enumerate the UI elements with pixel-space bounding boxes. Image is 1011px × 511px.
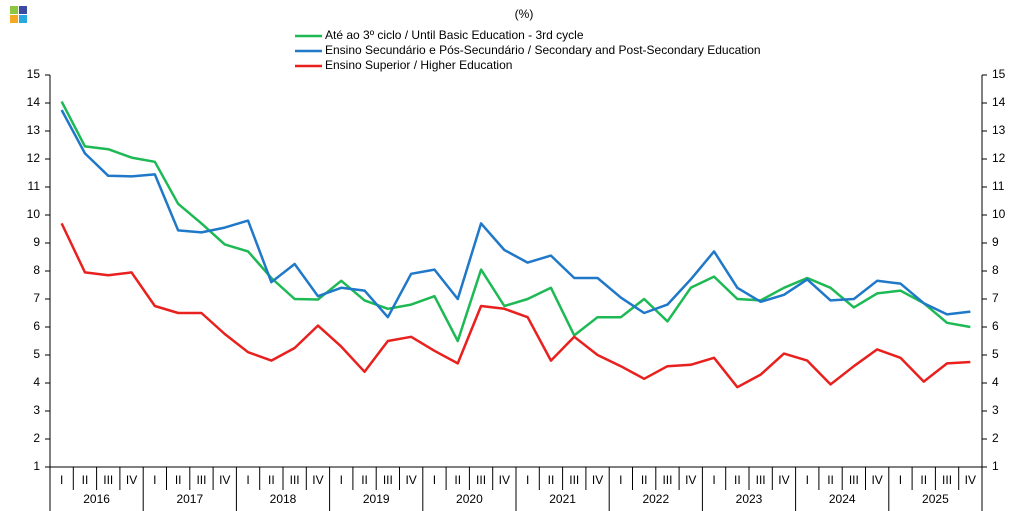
y2-tick-label: 1 [992,459,999,473]
y2-tick-label: 12 [992,151,1006,165]
x-tick-label: II [268,473,275,487]
y-tick-label: 1 [33,459,40,473]
y-tick-label: 15 [27,67,41,81]
x-group-label: 2018 [270,492,297,506]
x-tick-label: III [756,473,766,487]
y2-tick-label: 3 [992,403,999,417]
x-tick-label: III [476,473,486,487]
y-tick-label: 14 [27,95,41,109]
legend-label: Ensino Secundário e Pós-Secundário / Sec… [325,43,761,57]
logo [10,6,27,23]
x-group-label: 2021 [549,492,576,506]
y2-tick-label: 4 [992,375,999,389]
x-tick-label: IV [778,473,789,487]
y2-tick-label: 5 [992,347,999,361]
x-tick-label: III [196,473,206,487]
x-tick-label: III [290,473,300,487]
x-tick-label: IV [965,473,976,487]
x-tick-label: I [899,473,902,487]
y-tick-label: 12 [27,151,41,165]
x-tick-label: III [942,473,952,487]
y-tick-label: 8 [33,263,40,277]
x-tick-label: IV [499,473,510,487]
x-group-label: 2022 [642,492,669,506]
x-tick-label: II [734,473,741,487]
x-tick-label: I [60,473,63,487]
y-tick-label: 11 [28,179,41,193]
chart-title: (%) [515,7,534,21]
x-group-label: 2017 [176,492,203,506]
x-tick-label: I [340,473,343,487]
x-tick-label: IV [312,473,323,487]
series-line [60,109,971,319]
legend-label: Até ao 3º ciclo / Until Basic Education … [325,28,584,42]
x-group-label: 2025 [922,492,949,506]
x-group-label: 2024 [829,492,856,506]
y2-tick-label: 7 [992,291,999,305]
y2-tick-label: 11 [992,179,1005,193]
y-tick-label: 7 [33,291,40,305]
y-tick-label: 5 [33,347,40,361]
y2-tick-label: 15 [992,67,1006,81]
y-tick-label: 10 [27,207,41,221]
x-tick-label: III [383,473,393,487]
x-tick-label: I [246,473,249,487]
x-tick-label: III [569,473,579,487]
y2-tick-label: 14 [992,95,1006,109]
y-tick-label: 9 [33,235,40,249]
y-tick-label: 2 [33,431,40,445]
x-tick-label: II [641,473,648,487]
x-tick-label: II [454,473,461,487]
x-tick-label: II [361,473,368,487]
x-group-label: 2016 [83,492,110,506]
x-tick-label: I [433,473,436,487]
x-tick-label: III [103,473,113,487]
x-tick-label: IV [219,473,230,487]
x-group-label: 2020 [456,492,483,506]
y-tick-label: 6 [33,319,40,333]
x-group-label: 2019 [363,492,390,506]
x-tick-label: IV [126,473,137,487]
legend-label: Ensino Superior / Higher Education [325,58,512,72]
series-line [60,222,971,389]
y2-tick-label: 2 [992,431,999,445]
x-tick-label: I [153,473,156,487]
x-tick-label: I [712,473,715,487]
y2-tick-label: 13 [992,123,1006,137]
x-tick-label: II [548,473,555,487]
y-tick-label: 13 [27,123,41,137]
x-tick-label: III [662,473,672,487]
x-group-label: 2023 [736,492,763,506]
x-tick-label: II [920,473,927,487]
y2-tick-label: 10 [992,207,1006,221]
x-tick-label: I [619,473,622,487]
x-tick-label: IV [592,473,603,487]
x-tick-label: I [526,473,529,487]
y-tick-label: 4 [33,375,40,389]
y2-tick-label: 9 [992,235,999,249]
x-tick-label: III [849,473,859,487]
y2-tick-label: 8 [992,263,999,277]
x-tick-label: IV [685,473,696,487]
x-tick-label: IV [405,473,416,487]
x-tick-label: II [827,473,834,487]
series-line [60,101,971,343]
x-tick-label: I [806,473,809,487]
y-tick-label: 3 [33,403,40,417]
x-tick-label: II [82,473,89,487]
y2-tick-label: 6 [992,319,999,333]
x-tick-label: IV [871,473,882,487]
x-tick-label: II [175,473,182,487]
